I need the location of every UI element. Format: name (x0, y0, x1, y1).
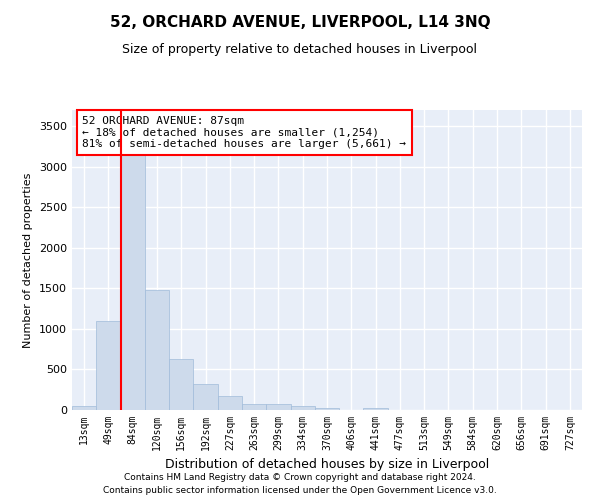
Text: Contains public sector information licensed under the Open Government Licence v3: Contains public sector information licen… (103, 486, 497, 495)
Bar (193, 384, 218, 410)
Bar (169, 358, 193, 410)
Bar (290, 406, 315, 410)
Bar (145, 290, 169, 410)
Text: Size of property relative to detached houses in Liverpool: Size of property relative to detached ho… (122, 42, 478, 56)
Y-axis label: Number of detached properties: Number of detached properties (23, 172, 34, 348)
X-axis label: Distribution of detached houses by size in Liverpool: Distribution of detached houses by size … (165, 458, 489, 471)
Text: 52 ORCHARD AVENUE: 87sqm
← 18% of detached houses are smaller (1,254)
81% of sem: 52 ORCHARD AVENUE: 87sqm ← 18% of detach… (82, 116, 406, 149)
Bar (218, 396, 242, 410)
Text: 52, ORCHARD AVENUE, LIVERPOOL, L14 3NQ: 52, ORCHARD AVENUE, LIVERPOOL, L14 3NQ (110, 15, 490, 30)
Bar (364, 408, 388, 410)
Bar (96, 321, 121, 410)
Bar (121, 130, 145, 410)
Bar (72, 406, 96, 410)
Bar (315, 408, 339, 410)
Text: Contains HM Land Registry data © Crown copyright and database right 2024.: Contains HM Land Registry data © Crown c… (124, 474, 476, 482)
Bar (266, 404, 290, 410)
Bar (242, 404, 266, 410)
